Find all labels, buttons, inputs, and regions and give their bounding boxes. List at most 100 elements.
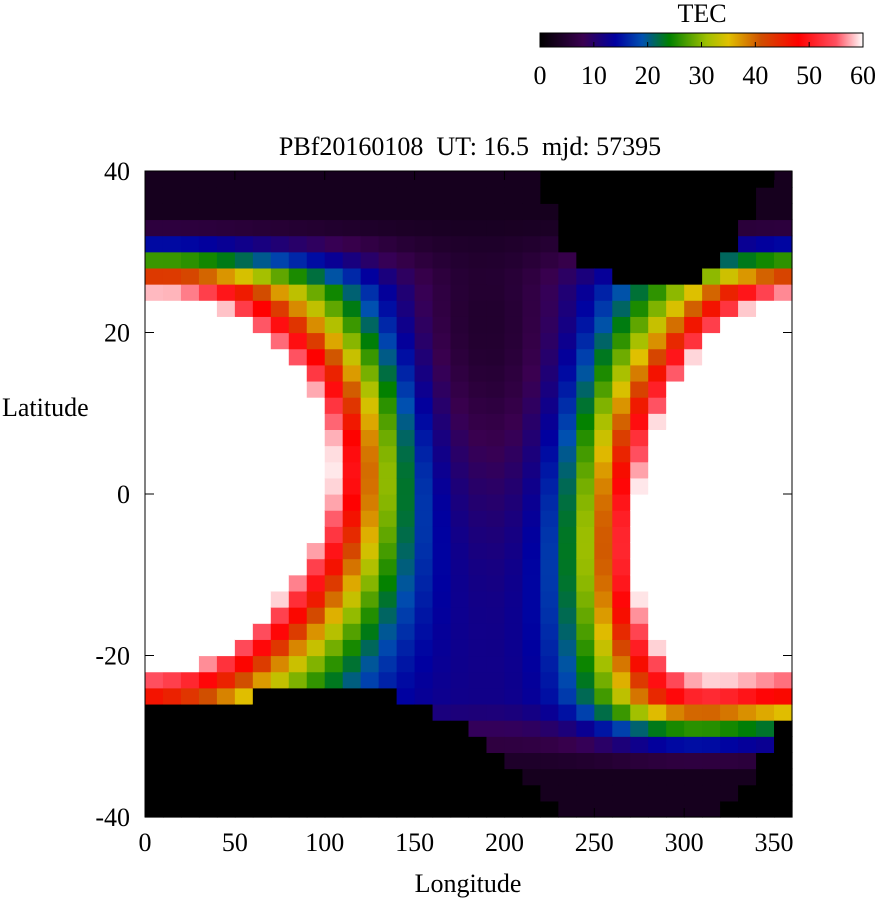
heatmap-cell [468, 558, 488, 576]
heatmap-cell [306, 574, 326, 592]
heatmap-cell [324, 687, 344, 705]
heatmap-cell [378, 736, 398, 753]
heatmap-cell [162, 768, 182, 786]
heatmap-cell [180, 413, 200, 430]
heatmap-cell [432, 655, 452, 673]
heatmap-cell [145, 526, 164, 544]
heatmap-cell [306, 235, 326, 253]
heatmap-cell [738, 461, 757, 479]
heatmap-cell [162, 235, 182, 253]
heatmap-cell [270, 768, 290, 786]
heatmap-cell [306, 655, 326, 673]
heatmap-cell [432, 413, 452, 430]
heatmap-cell [198, 784, 218, 802]
heatmap-cell [486, 316, 506, 334]
heatmap-cell [594, 800, 613, 818]
heatmap-cell [486, 639, 506, 657]
heatmap-cell [198, 510, 218, 527]
heatmap-cell [738, 590, 757, 608]
heatmap-cell [468, 219, 488, 237]
heatmap-cell [648, 558, 667, 576]
heatmap-cell [594, 171, 613, 188]
heatmap-cell [684, 461, 703, 479]
heatmap-cell [648, 526, 667, 544]
heatmap-cell [342, 720, 362, 737]
x-tick-label: 50 [222, 828, 248, 857]
heatmap-cell [378, 380, 398, 398]
heatmap-cell [504, 720, 524, 737]
heatmap-cell [252, 720, 272, 737]
heatmap-cell [756, 380, 775, 398]
heatmap-cell [396, 300, 416, 317]
heatmap-cell [576, 687, 595, 705]
heatmap-cell [756, 542, 775, 560]
x-tick-label: 350 [755, 828, 794, 857]
heatmap-cell [342, 623, 362, 640]
heatmap-cell [216, 494, 236, 511]
heatmap-cell [324, 477, 344, 495]
heatmap-cell [594, 219, 613, 237]
heatmap-cell [324, 720, 344, 737]
heatmap-cell [774, 203, 793, 221]
heatmap-cell [324, 703, 344, 721]
heatmap-cell [648, 720, 667, 737]
heatmap-cell [342, 607, 362, 624]
heatmap-cell [198, 461, 218, 479]
heatmap-cell [216, 590, 236, 608]
heatmap-cell [558, 655, 577, 673]
heatmap-cell [648, 171, 667, 188]
heatmap-cell [450, 477, 470, 495]
heatmap-cell [702, 219, 721, 237]
heatmap-cell [720, 219, 739, 237]
heatmap-cell [234, 526, 254, 544]
heatmap-cell [774, 542, 793, 560]
heatmap-cell [756, 316, 775, 334]
heatmap-cell [450, 203, 470, 221]
heatmap-cell [270, 639, 290, 657]
heatmap-cell [738, 703, 757, 721]
heatmap-cell [252, 348, 272, 366]
heatmap-cell [414, 235, 434, 253]
heatmap-cell [648, 639, 667, 657]
heatmap-cell [612, 720, 631, 737]
heatmap-cell [684, 574, 703, 592]
heatmap-cells [145, 171, 793, 818]
heatmap-cell [432, 316, 452, 334]
heatmap-cell [396, 219, 416, 237]
heatmap-cell [162, 494, 182, 511]
heatmap-cell [288, 187, 308, 204]
heatmap-cell [594, 590, 613, 608]
heatmap-cell [162, 558, 182, 576]
heatmap-cell [198, 477, 218, 495]
heatmap-cell [630, 510, 649, 527]
heatmap-cell [288, 380, 308, 398]
heatmap-cell [360, 300, 380, 317]
heatmap-cell [504, 235, 524, 253]
heatmap-cell [504, 187, 524, 204]
heatmap-cell [414, 623, 434, 640]
heatmap-cell [396, 364, 416, 382]
heatmap-cell [720, 300, 739, 317]
heatmap-cell [684, 736, 703, 753]
heatmap-cell [522, 445, 541, 463]
heatmap-cell [756, 655, 775, 673]
heatmap-cell [540, 703, 559, 721]
heatmap-cell [216, 380, 236, 398]
heatmap-cell [378, 267, 398, 285]
heatmap-cell [612, 768, 631, 786]
heatmap-cell [684, 267, 703, 285]
heatmap-cell [576, 494, 595, 511]
heatmap-cell [396, 267, 416, 285]
heatmap-cell [702, 510, 721, 527]
heatmap-cell [306, 251, 326, 269]
heatmap-cell [468, 397, 488, 414]
heatmap-cell [414, 590, 434, 608]
heatmap-cell [738, 251, 757, 269]
heatmap-cell [180, 623, 200, 640]
heatmap-cell [540, 364, 559, 382]
heatmap-cell [504, 768, 524, 786]
heatmap-cell [145, 590, 164, 608]
heatmap-cell [270, 235, 290, 253]
heatmap-cell [522, 348, 541, 366]
heatmap-cell [468, 784, 488, 802]
